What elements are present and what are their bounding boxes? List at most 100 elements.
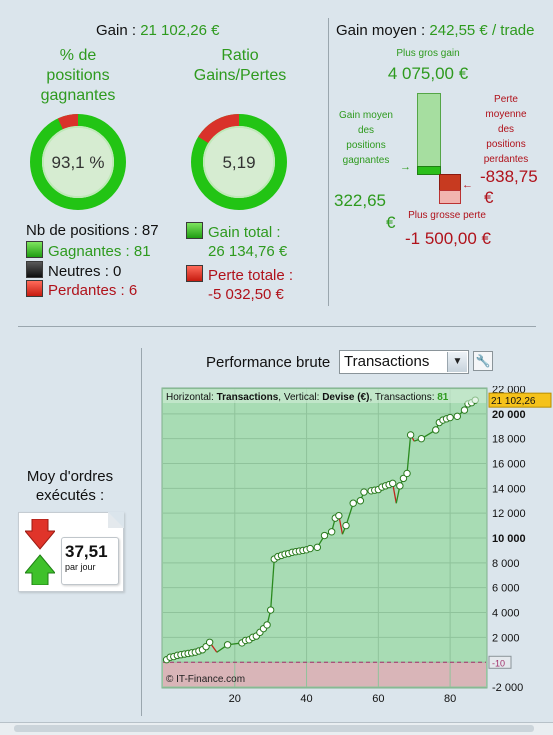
up-down-arrows-icon <box>25 519 55 585</box>
performance-chart: 22 000 20 000 18 000 16 000 14 000 12 000 10 0… <box>161 386 552 705</box>
chart-header-vertical-label: , Vertical: <box>278 392 322 403</box>
orders-title: Moy d'ordres exécutés : <box>14 467 126 505</box>
series-point <box>396 482 404 490</box>
win-rate-donut-center <box>44 128 112 196</box>
series-point <box>263 621 271 629</box>
series-point <box>406 431 415 439</box>
wrench-button[interactable]: 🔧 <box>473 351 493 371</box>
total-loss: Perte totale : -5 032,50 € <box>186 265 293 304</box>
y-tick-label: -2 000 <box>492 682 523 694</box>
chart-header-horizontal-value: Transactions <box>217 392 279 403</box>
total-gain: Gain total : 26 134,76 € <box>186 222 287 261</box>
avg-loss-caption-l1: Perte <box>494 94 518 105</box>
last-value-label: 21 102,26 <box>491 396 536 407</box>
performance-label: Performance brute <box>206 354 331 371</box>
zero-line-badge <box>488 655 512 669</box>
ratio-title: Ratio Gains/Pertes <box>182 46 298 86</box>
horizontal-divider <box>18 326 536 327</box>
avg-gain-label: Gain moyen <box>336 22 417 39</box>
series-point <box>388 479 397 488</box>
y-tick-label: 12 000 <box>492 508 526 520</box>
chart-header: Horizontal: Transactions, Vertical: Devi… <box>166 392 449 403</box>
avg-gain-summary: Gain moyen : 242,55 € / trade <box>336 22 534 39</box>
bottom-vertical-divider <box>141 348 142 716</box>
ratio-value: 5,19 <box>222 153 256 172</box>
chart-header-bg <box>163 389 486 403</box>
legend-neutral-label: Neutres : 0 <box>48 263 122 280</box>
win-rate-loss-arc <box>57 114 79 130</box>
last-value-badge <box>488 392 552 408</box>
scrollbar-thumb[interactable] <box>14 725 534 732</box>
avg-loss-caption-l4: positions <box>486 139 526 150</box>
orders-unit: par jour <box>65 562 96 572</box>
ratio-loss-arc <box>198 114 240 144</box>
horizontal-scrollbar[interactable] <box>0 722 553 735</box>
chevron-down-icon[interactable]: ▼ <box>447 352 467 372</box>
orders-title-line2: exécutés : <box>35 487 105 504</box>
y-tick-label: 22 000 <box>492 386 526 396</box>
orders-value: 37,51 <box>65 542 108 561</box>
series-point <box>360 488 368 496</box>
positions-count: Nb de positions : 87 <box>26 222 159 239</box>
series-point <box>356 497 365 505</box>
biggest-gain-bar <box>417 93 441 175</box>
series-segment <box>345 503 354 526</box>
orders-card-fold <box>108 512 124 528</box>
legend-losers: Perdantes : 6 <box>26 280 137 299</box>
total-gain-swatch <box>186 222 203 239</box>
avg-loss-value: -838,75 <box>480 167 538 186</box>
biggest-loss-bar <box>439 190 461 204</box>
avg-win-value: 322,65 <box>334 191 386 210</box>
series-point <box>266 606 275 614</box>
series-point <box>446 413 454 422</box>
series-point <box>205 638 214 646</box>
gain-label: Gain <box>96 22 128 39</box>
avg-win-arrow: → <box>400 161 411 173</box>
win-rate-donut <box>30 114 126 210</box>
series-point <box>417 434 426 443</box>
avg-loss-caption-l2: moyenne <box>485 109 527 120</box>
biggest-gain-value: 4 075,00 € <box>387 64 469 83</box>
series-point <box>327 528 336 536</box>
legend-neutral-swatch <box>26 261 43 278</box>
x-tick-label: 40 <box>300 693 312 705</box>
series-point <box>342 521 350 530</box>
y-tick-label: 14 000 <box>492 483 526 495</box>
y-tick-label: 18 000 <box>492 434 526 446</box>
chart-y-axis: 22 000 20 000 18 000 16 000 14 000 12 000 10 0… <box>488 386 552 694</box>
y-tick-label: 4 000 <box>492 608 520 620</box>
biggest-loss-value: -1 500,00 € <box>404 229 491 248</box>
series-point <box>453 412 461 421</box>
win-rate-donut-inner <box>42 126 114 198</box>
series-point <box>349 499 357 507</box>
legend-neutral: Neutres : 0 <box>26 261 121 280</box>
performance-dropdown[interactable]: Transactions ▼ <box>339 350 469 374</box>
x-tick-label: 20 <box>229 693 241 705</box>
series-point <box>313 543 322 552</box>
x-tick-label: 80 <box>444 693 456 705</box>
series-segment <box>270 559 275 611</box>
legend-winners-label: Gagnantes : 81 <box>48 243 151 260</box>
avg-win-currency: € <box>386 213 396 232</box>
series-point <box>432 426 440 434</box>
chart-header-transactions-value: 81 <box>437 392 449 403</box>
biggest-gain-label: Plus gros gain <box>396 48 460 59</box>
up-arrow-icon <box>25 554 55 585</box>
avg-loss-currency: € <box>484 188 494 207</box>
series-point <box>335 511 343 520</box>
biggest-loss-label: Plus grosse perte <box>408 210 486 221</box>
total-gain-label: Gain total : <box>208 224 281 241</box>
total-loss-value: -5 032,50 € <box>208 286 284 303</box>
avg-loss-caption-l5: perdantes <box>483 154 529 165</box>
y-tick-label: 6 000 <box>492 583 520 595</box>
wrench-icon: 🔧 <box>475 354 491 368</box>
orders-title-line1: Moy d'ordres <box>26 468 114 485</box>
avg-loss-arrow: ← <box>462 179 473 191</box>
ratio-title-line1: Ratio <box>221 47 259 64</box>
top-vertical-divider <box>328 18 329 306</box>
chart-watermark: © IT-Finance.com <box>166 674 245 685</box>
win-rate-title: % de positions gagnantes <box>20 46 136 106</box>
total-gain-value: 26 134,76 € <box>208 243 288 260</box>
down-arrow-icon <box>25 519 55 550</box>
legend-losers-swatch <box>26 280 43 297</box>
